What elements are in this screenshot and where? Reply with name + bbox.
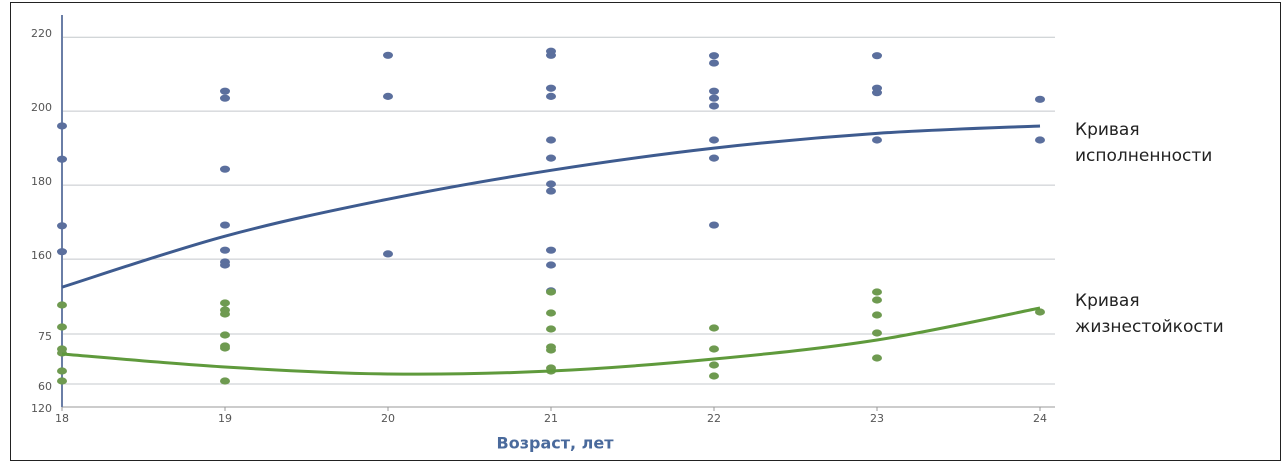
point [872, 329, 882, 337]
point [709, 94, 719, 102]
point [872, 136, 882, 144]
x-axis-label: Возраст, лет [497, 434, 615, 453]
point [220, 246, 230, 254]
point [546, 346, 556, 354]
point [709, 345, 719, 353]
point [872, 311, 882, 319]
point [383, 92, 393, 100]
point [546, 261, 556, 269]
curve-label: исполненности [1075, 146, 1212, 166]
point [57, 367, 67, 375]
point [709, 136, 719, 144]
trend-curve [61, 124, 1041, 289]
point [546, 154, 556, 162]
point [546, 309, 556, 317]
point [872, 89, 882, 97]
point [220, 165, 230, 173]
point [709, 324, 719, 332]
point [220, 310, 230, 318]
point [546, 51, 556, 59]
point [220, 299, 230, 307]
point [709, 59, 719, 67]
point [57, 301, 67, 309]
curve-label: Кривая [1075, 120, 1140, 140]
x-tick-label: 20 [381, 412, 395, 425]
point [872, 296, 882, 304]
point [57, 323, 67, 331]
point [546, 325, 556, 333]
point [220, 221, 230, 229]
y-tick-label: 180 [31, 175, 52, 188]
point [220, 94, 230, 102]
point [709, 221, 719, 229]
point [220, 87, 230, 95]
point [709, 361, 719, 369]
point [872, 288, 882, 296]
y2-tick-label: 75 [38, 330, 52, 343]
point [1035, 95, 1045, 103]
point [709, 102, 719, 110]
point [546, 246, 556, 254]
y2-tick-label: 60 [38, 380, 52, 393]
curve-label: Кривая [1075, 291, 1140, 311]
point [57, 155, 67, 163]
y-tick-label: 220 [31, 27, 52, 40]
x-tick-label: 18 [55, 412, 69, 425]
point [709, 52, 719, 60]
point [1035, 136, 1045, 144]
point [872, 354, 882, 362]
point [546, 92, 556, 100]
x-tick-label: 23 [870, 412, 884, 425]
frame [10, 2, 1281, 461]
y-tick-label: 200 [31, 101, 52, 114]
point [57, 377, 67, 385]
point [709, 154, 719, 162]
curve-label: жизнестойкости [1075, 317, 1224, 337]
point [383, 250, 393, 258]
point [872, 52, 882, 60]
x-tick-label: 24 [1033, 412, 1047, 425]
point [546, 288, 556, 296]
point [57, 222, 67, 230]
point [57, 248, 67, 256]
point [709, 372, 719, 380]
point [220, 344, 230, 352]
x-tick-label: 22 [707, 412, 721, 425]
point [546, 136, 556, 144]
point [220, 331, 230, 339]
point [709, 87, 719, 95]
point [546, 84, 556, 92]
point [546, 180, 556, 188]
point [1035, 308, 1045, 316]
point [546, 187, 556, 195]
x-tick-label: 21 [544, 412, 558, 425]
point [57, 122, 67, 130]
trend-curve [61, 306, 1041, 376]
point [383, 51, 393, 59]
y-tick-label: 160 [31, 249, 52, 262]
y-tick-label: 120 [31, 402, 52, 415]
point [220, 261, 230, 269]
point [220, 377, 230, 385]
x-tick-label: 19 [218, 412, 232, 425]
